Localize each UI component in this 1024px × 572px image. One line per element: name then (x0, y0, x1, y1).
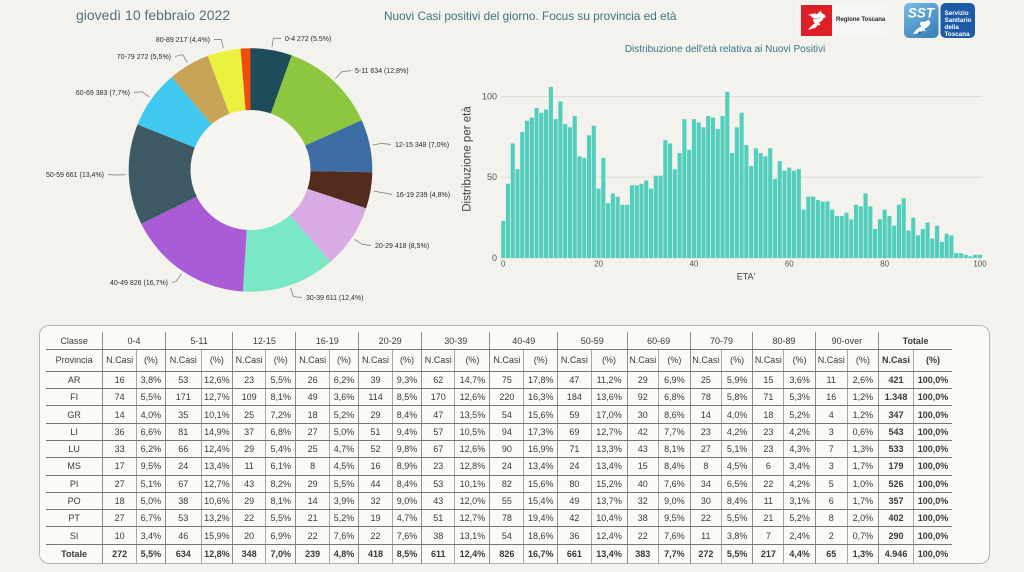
svg-text:70-79 272 (5,5%): 70-79 272 (5,5%) (117, 54, 171, 61)
svg-text:ETA': ETA' (737, 272, 756, 282)
svg-text:0: 0 (501, 260, 506, 269)
svg-text:20-29 418 (8,5%): 20-29 418 (8,5%) (375, 243, 429, 250)
svg-text:30-39 611 (12,4%): 30-39 611 (12,4%) (306, 295, 363, 302)
svg-text:80: 80 (880, 260, 889, 269)
svg-text:della: della (945, 24, 960, 31)
svg-text:0-4 272 (5.5%): 0-4 272 (5.5%) (285, 36, 331, 43)
svg-text:100: 100 (973, 260, 987, 269)
svg-text:20: 20 (594, 260, 603, 269)
svg-text:40-49 826 (16,7%): 40-49 826 (16,7%) (110, 280, 168, 287)
svg-text:SST: SST (908, 6, 936, 21)
svg-text:Toscana: Toscana (945, 31, 971, 38)
svg-text:80-89 217 (4,4%): 80-89 217 (4,4%) (156, 37, 210, 44)
svg-text:16-19 239 (4,8%): 16-19 239 (4,8%) (396, 192, 450, 199)
svg-text:Distribuzione per età: Distribuzione per età (462, 106, 474, 212)
svg-text:50: 50 (487, 172, 497, 182)
svg-text:Distribuzione dell'età relativ: Distribuzione dell'età relativa ai Nuovi… (625, 44, 825, 55)
svg-text:40: 40 (689, 260, 698, 269)
svg-text:5-11 634 (12,8%): 5-11 634 (12,8%) (355, 68, 409, 75)
svg-text:12-15 348 (7,0%): 12-15 348 (7,0%) (395, 142, 449, 149)
svg-text:100: 100 (482, 91, 497, 101)
svg-text:Sanitario: Sanitario (945, 17, 972, 24)
svg-text:60-69 383 (7,7%): 60-69 383 (7,7%) (76, 90, 130, 97)
svg-text:Servizio: Servizio (945, 10, 969, 17)
svg-text:60: 60 (785, 260, 794, 269)
svg-text:50-59 661 (13,4%): 50-59 661 (13,4%) (46, 172, 104, 179)
svg-text:0: 0 (492, 253, 497, 263)
